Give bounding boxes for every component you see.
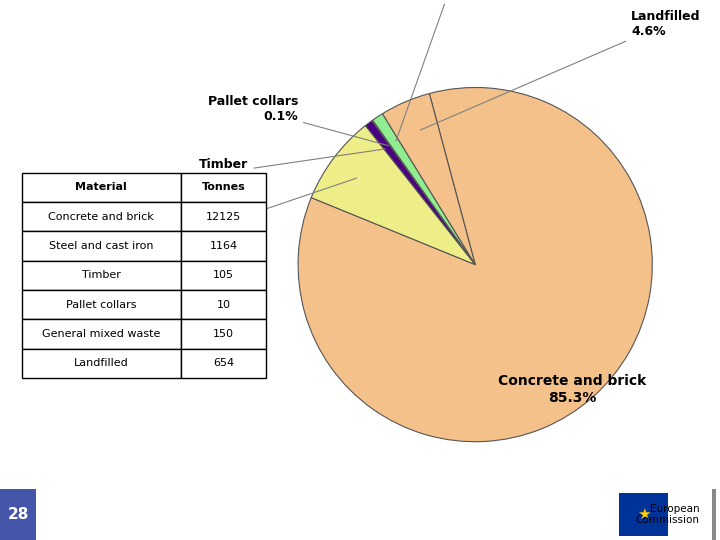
Text: 654: 654 — [213, 359, 234, 368]
Wedge shape — [382, 93, 475, 265]
Text: ★: ★ — [636, 507, 650, 522]
FancyBboxPatch shape — [181, 202, 266, 232]
FancyBboxPatch shape — [181, 319, 266, 349]
FancyBboxPatch shape — [22, 349, 181, 378]
Text: Concrete and brick
85.3%: Concrete and brick 85.3% — [498, 374, 647, 404]
Wedge shape — [372, 120, 475, 265]
Text: Timber: Timber — [82, 271, 120, 280]
Text: 12125: 12125 — [206, 212, 241, 222]
FancyBboxPatch shape — [712, 489, 716, 540]
Text: 10: 10 — [217, 300, 230, 310]
FancyBboxPatch shape — [0, 489, 36, 540]
Wedge shape — [373, 114, 475, 265]
FancyBboxPatch shape — [22, 261, 181, 290]
Text: General mixed
waste
1.1%: General mixed waste 1.1% — [396, 0, 505, 141]
Text: Timber
0.7%: Timber 0.7% — [199, 149, 385, 186]
FancyBboxPatch shape — [22, 173, 181, 202]
Text: Landfilled
4.6%: Landfilled 4.6% — [420, 10, 701, 130]
Text: Pallet collars: Pallet collars — [66, 300, 136, 310]
Text: 1164: 1164 — [210, 241, 238, 251]
FancyBboxPatch shape — [22, 319, 181, 349]
Text: 105: 105 — [213, 271, 234, 280]
FancyBboxPatch shape — [181, 232, 266, 261]
FancyBboxPatch shape — [37, 489, 38, 540]
Text: Concrete and brick: Concrete and brick — [48, 212, 154, 222]
FancyBboxPatch shape — [22, 232, 181, 261]
Text: 28: 28 — [7, 507, 29, 522]
FancyBboxPatch shape — [181, 349, 266, 378]
Text: 150: 150 — [213, 329, 234, 339]
Text: Steel and cast iron: Steel and cast iron — [49, 241, 153, 251]
Text: Tonnes: Tonnes — [202, 183, 246, 192]
Wedge shape — [298, 87, 652, 442]
Text: Steel and cast iron
8.2%: Steel and cast iron 8.2% — [99, 178, 356, 258]
FancyBboxPatch shape — [181, 261, 266, 290]
FancyBboxPatch shape — [181, 173, 266, 202]
Text: Landfilled: Landfilled — [73, 359, 129, 368]
Text: European
Commission: European Commission — [636, 503, 700, 525]
FancyBboxPatch shape — [22, 202, 181, 232]
Wedge shape — [311, 126, 475, 265]
Text: Pallet collars
0.1%: Pallet collars 0.1% — [207, 94, 388, 146]
Text: General mixed waste: General mixed waste — [42, 329, 161, 339]
FancyBboxPatch shape — [619, 493, 667, 536]
FancyBboxPatch shape — [22, 290, 181, 319]
FancyBboxPatch shape — [181, 290, 266, 319]
Text: Material: Material — [76, 183, 127, 192]
Text: ISO/TC 207 Member Workshop on Environmental Performance on 25 June
2012 in Bangk: ISO/TC 207 Member Workshop on Environmen… — [69, 503, 478, 525]
Wedge shape — [366, 120, 475, 265]
